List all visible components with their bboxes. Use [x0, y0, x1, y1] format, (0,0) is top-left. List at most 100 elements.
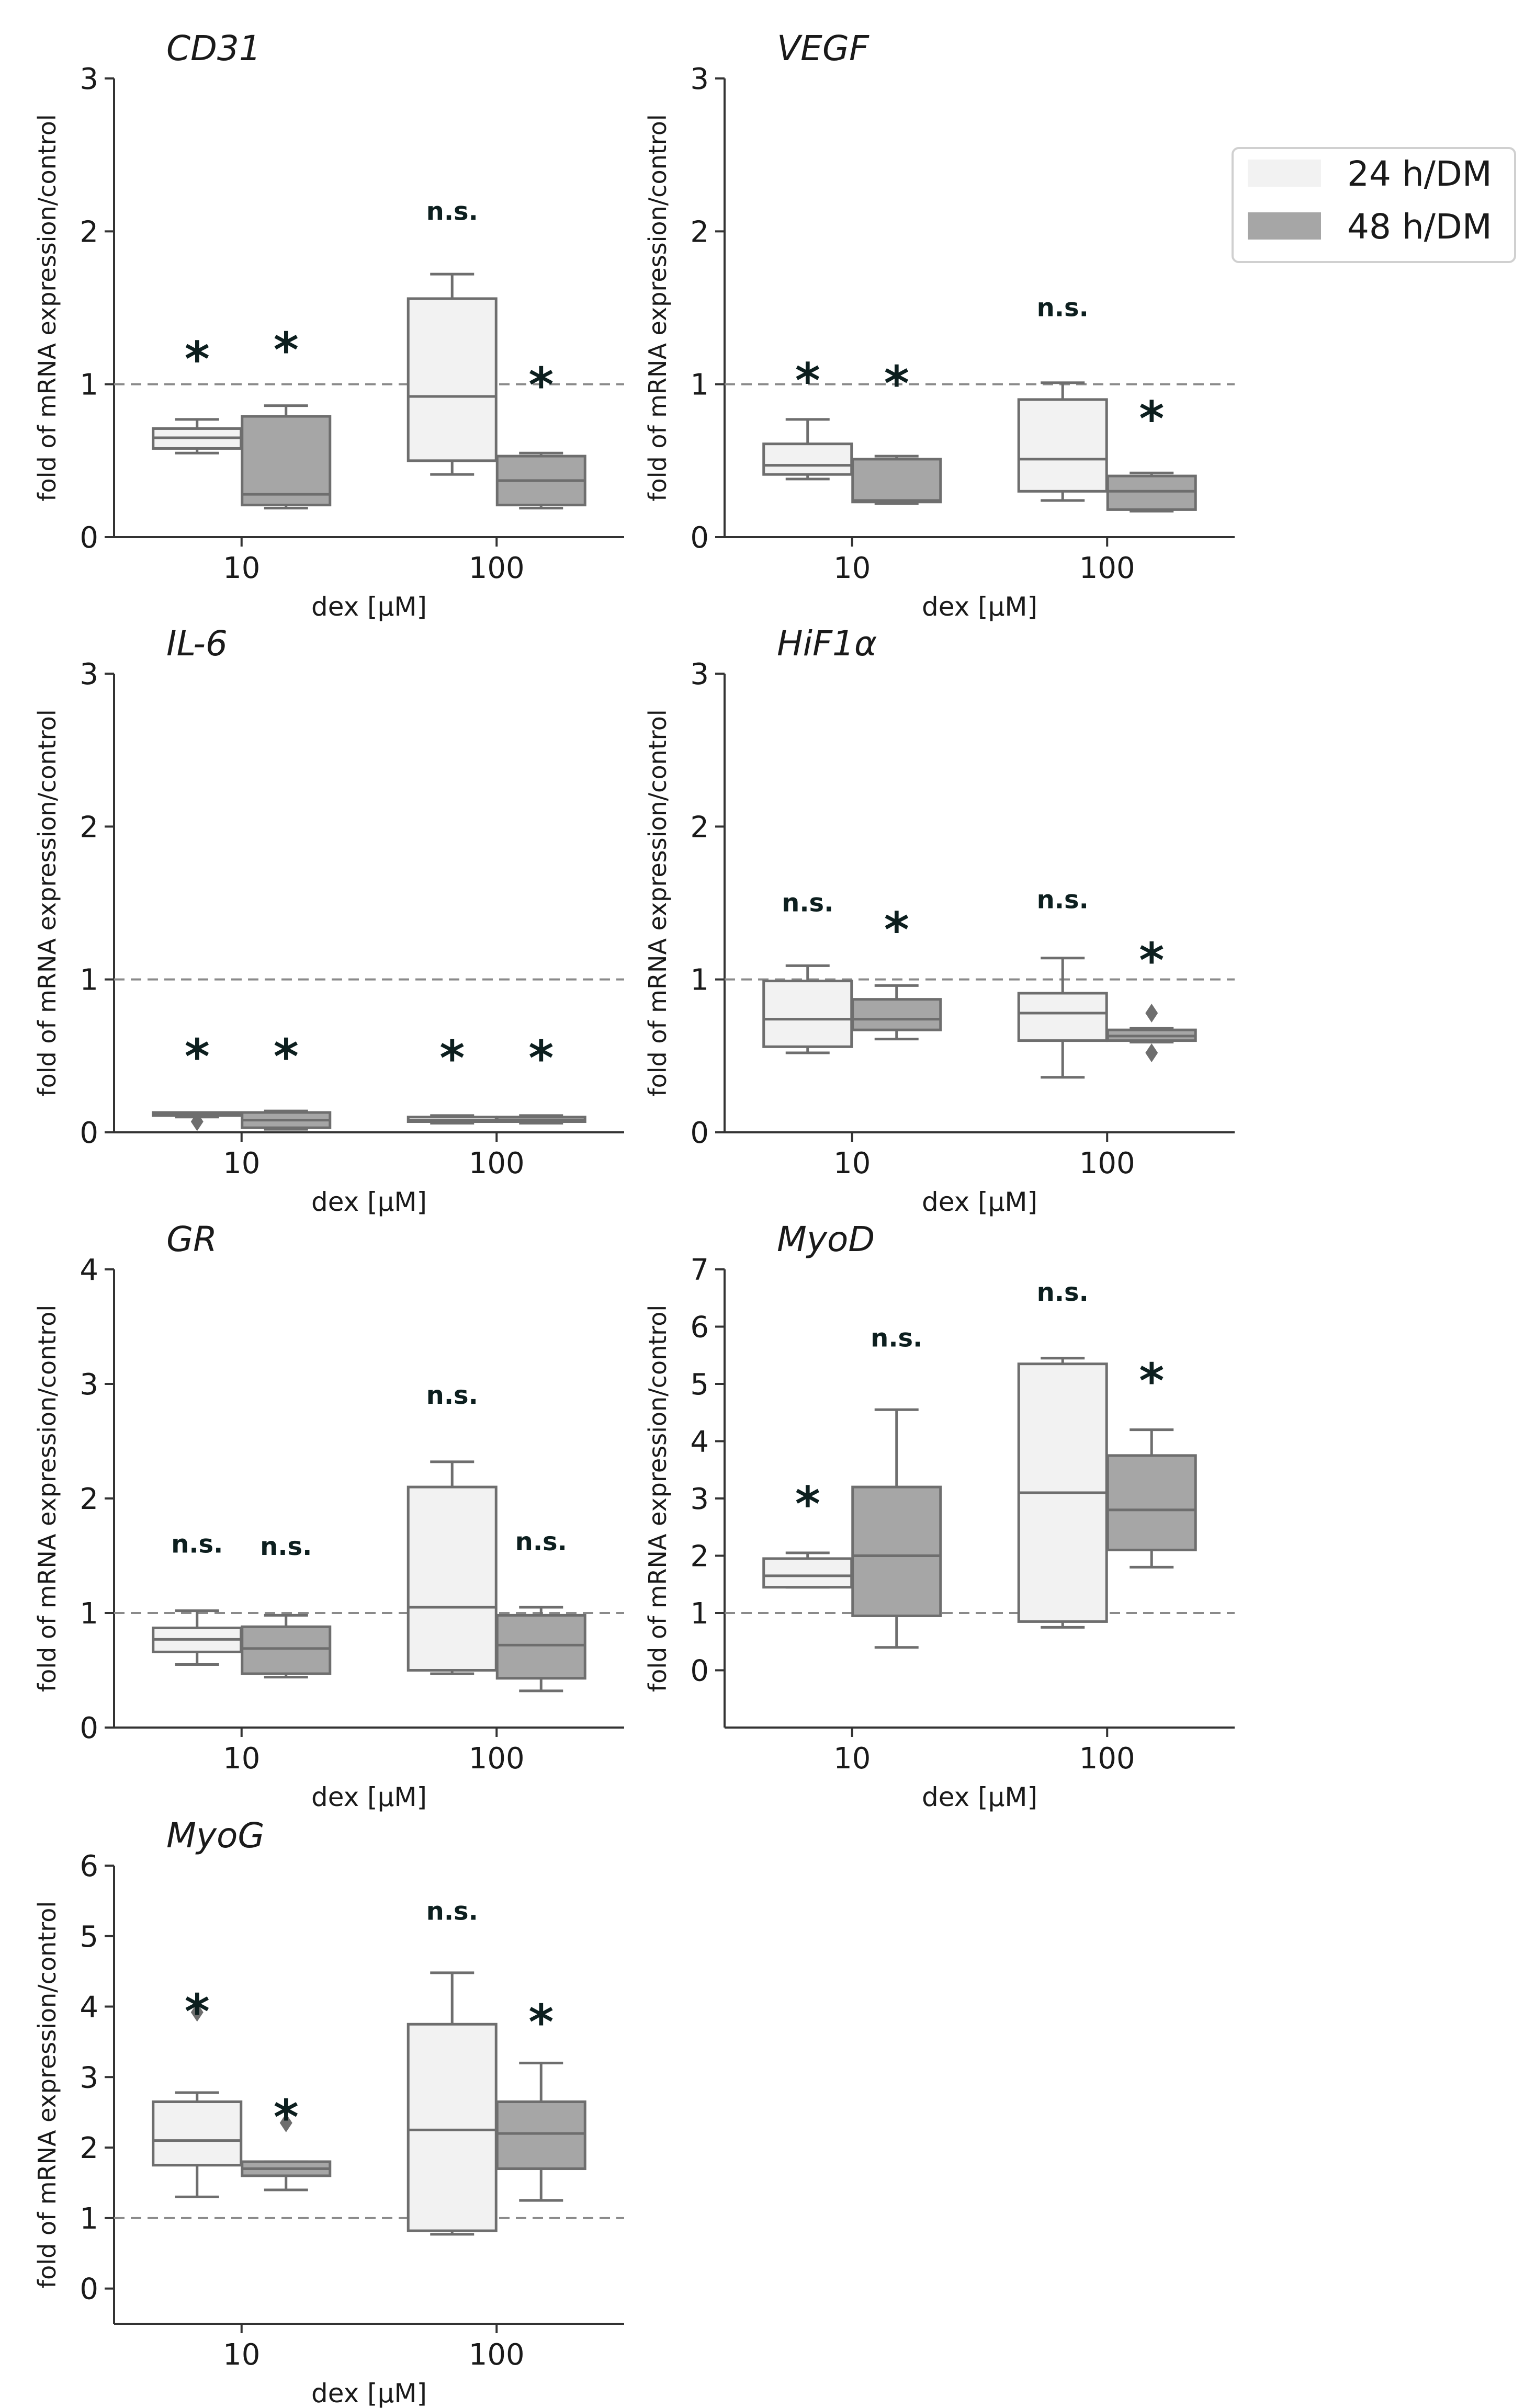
- panel-title: HiF1α: [777, 623, 877, 664]
- significance-star: *: [185, 1984, 210, 2040]
- legend-label-48h: 48 h/DM: [1347, 207, 1492, 247]
- significance-star: *: [439, 1030, 465, 1086]
- box-iqr: [762, 1557, 853, 1589]
- panel-title: MyoG: [166, 1815, 265, 1856]
- box-48h-100: [1106, 471, 1197, 513]
- box-iqr: [406, 1485, 498, 1672]
- x-tick-label: 10: [223, 1146, 260, 1180]
- y-tick-label: 4: [80, 1991, 98, 2025]
- y-axis-label: fold of mRNA expression/control: [33, 709, 61, 1096]
- panel-myod: 0 1 2 3 4 5 6 7 10 100 dex [µM] fold of mRNA expres…: [643, 1219, 1235, 1812]
- box-24h-10: [762, 1551, 853, 1589]
- box-iqr: [241, 1625, 332, 1675]
- box-48h-100: [1106, 1003, 1197, 1062]
- box-24h-10: [152, 1111, 243, 1131]
- significance-ns: n.s.: [426, 1381, 478, 1410]
- y-tick-label: 3: [690, 1482, 709, 1516]
- x-tick-label: 10: [833, 551, 871, 585]
- significance-star: *: [1139, 1353, 1164, 1409]
- legend-swatch-48h: [1248, 212, 1321, 240]
- y-tick-label: 0: [80, 1711, 98, 1745]
- box-48h-10: [851, 455, 942, 505]
- y-tick-label: 1: [80, 368, 98, 402]
- x-axis-label: dex [µM]: [311, 1187, 427, 1217]
- outlier-point: [1145, 1043, 1158, 1062]
- box-iqr: [1106, 1454, 1197, 1552]
- box-iqr: [851, 1485, 942, 1617]
- box-iqr: [851, 458, 942, 504]
- legend: 24 h/DM 48 h/DM: [1232, 147, 1516, 263]
- box-48h-10: [241, 1614, 332, 1679]
- significance-star: *: [274, 2089, 299, 2145]
- x-tick-label: 10: [833, 1146, 871, 1180]
- y-tick-label: 5: [80, 1920, 98, 1954]
- y-tick-label: 4: [690, 1425, 709, 1459]
- box-48h-10: [241, 404, 332, 509]
- box-24h-100: [1017, 381, 1108, 502]
- significance-star: *: [528, 1030, 554, 1086]
- box-24h-100: [1017, 1357, 1108, 1629]
- significance-ns: n.s.: [1037, 293, 1089, 323]
- panel-title: VEGF: [777, 28, 869, 69]
- y-axis-label: fold of mRNA expression/control: [643, 1305, 672, 1692]
- x-tick-label: 100: [469, 551, 525, 585]
- panel-cd31: 0 1 2 3 10 100 dex [µM] fold of mRNA expression…: [33, 28, 624, 622]
- y-tick-label: 0: [80, 1116, 98, 1150]
- significance-star: *: [1139, 391, 1164, 447]
- y-axis-label: fold of mRNA expression/control: [33, 1305, 61, 1692]
- y-axis-label: fold of mRNA expression/control: [33, 114, 61, 501]
- x-axis-label: dex [µM]: [922, 592, 1037, 622]
- box-48h-10: [851, 984, 942, 1041]
- panel-gr: 0 1 2 3 4 10 100 dex [µM] fold of mRNA expressio…: [33, 1219, 624, 1812]
- outlier-point: [279, 2113, 292, 2132]
- x-axis-label: dex [µM]: [311, 2378, 427, 2408]
- significance-star: *: [185, 1029, 210, 1085]
- y-tick-label: 3: [80, 62, 98, 96]
- box-24h-10: [152, 418, 243, 455]
- panel-title: CD31: [166, 28, 261, 69]
- y-tick-label: 4: [80, 1253, 98, 1287]
- y-axis-label: fold of mRNA expression/control: [643, 709, 672, 1096]
- x-tick-label: 10: [223, 551, 260, 585]
- box-iqr: [851, 998, 942, 1031]
- box-iqr: [1017, 398, 1108, 493]
- box-48h-100: [495, 451, 586, 509]
- y-tick-label: 6: [690, 1311, 709, 1345]
- y-tick-label: 2: [690, 1540, 709, 1574]
- significance-ns: n.s.: [260, 1532, 312, 1561]
- box-48h-100: [1106, 1428, 1197, 1569]
- box-48h-10: [241, 1109, 332, 1131]
- y-tick-label: 1: [80, 963, 98, 997]
- y-tick-label: 3: [690, 62, 709, 96]
- panel-myog: 0 1 2 3 4 5 6 10 100 dex [µM] fold of mRNA express…: [33, 1815, 624, 2408]
- x-tick-label: 100: [1079, 551, 1135, 585]
- box-iqr: [152, 2100, 243, 2167]
- box-iqr: [241, 415, 332, 507]
- box-iqr: [495, 2100, 586, 2171]
- box-24h-100: [406, 1460, 498, 1675]
- box-24h-100: [1017, 957, 1108, 1079]
- outlier-point: [1145, 1003, 1158, 1023]
- panel-title: GR: [166, 1219, 217, 1259]
- box-iqr: [406, 297, 498, 462]
- x-tick-label: 10: [833, 1742, 871, 1776]
- box-24h-10: [762, 964, 853, 1054]
- significance-ns: n.s.: [1037, 885, 1089, 915]
- box-iqr: [762, 980, 853, 1048]
- box-24h-100: [406, 1971, 498, 2236]
- box-iqr: [1106, 474, 1197, 511]
- y-tick-label: 1: [80, 2202, 98, 2236]
- panel-hif1: 0 1 2 3 10 100 dex [µM] fold of mRNA expression…: [643, 623, 1235, 1217]
- y-tick-label: 3: [80, 1368, 98, 1402]
- y-tick-label: 3: [690, 657, 709, 691]
- box-48h-10: [851, 1408, 942, 1649]
- x-tick-label: 100: [1079, 1742, 1135, 1776]
- legend-swatch-24h: [1248, 160, 1321, 187]
- legend-label-24h: 24 h/DM: [1347, 154, 1492, 194]
- y-tick-label: 7: [690, 1253, 709, 1287]
- y-tick-label: 2: [690, 215, 709, 249]
- y-tick-label: 2: [80, 2131, 98, 2165]
- y-tick-label: 2: [690, 810, 709, 844]
- x-tick-label: 10: [223, 1742, 260, 1776]
